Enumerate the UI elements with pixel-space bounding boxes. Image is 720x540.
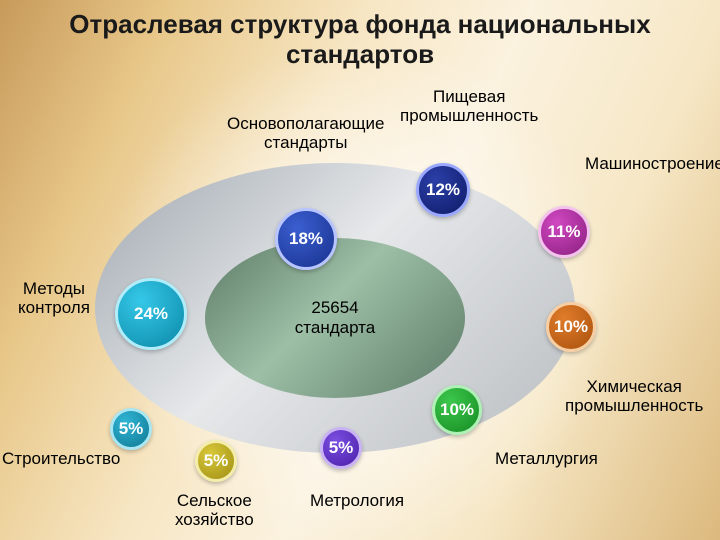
label-agriculture: Сельское хозяйство	[175, 492, 254, 529]
bubble-fundamental: 18%	[275, 208, 337, 270]
label-metallurgy: Металлургия	[495, 450, 598, 469]
center-value: 25654	[311, 298, 358, 317]
label-fundamental: Основополагающие стандарты	[227, 115, 385, 152]
label-control: Методы контроля	[18, 280, 90, 317]
center-unit: стандарта	[295, 318, 375, 337]
label-food: Пищевая промышленность	[400, 88, 538, 125]
slide-title: Отраслевая структура фонда национальных …	[0, 10, 720, 70]
bubble-food: 12%	[416, 163, 470, 217]
center-caption: 25654 стандарта	[285, 298, 385, 339]
label-engineering: Машиностроение	[585, 155, 720, 174]
bubble-control: 24%	[115, 278, 187, 350]
label-chemical: Химическая промышленность	[565, 378, 703, 415]
bubble-construction: 5%	[110, 408, 152, 450]
bubble-engineering: 11%	[538, 206, 590, 258]
bubble-agriculture: 5%	[195, 440, 237, 482]
slide-stage: Отраслевая структура фонда национальных …	[0, 0, 720, 540]
bubble-chemical: 10%	[546, 302, 596, 352]
label-construction: Строительство	[2, 450, 120, 469]
label-metrology: Метрология	[310, 492, 404, 511]
bubble-metallurgy: 10%	[432, 385, 482, 435]
bubble-metrology: 5%	[320, 427, 362, 469]
